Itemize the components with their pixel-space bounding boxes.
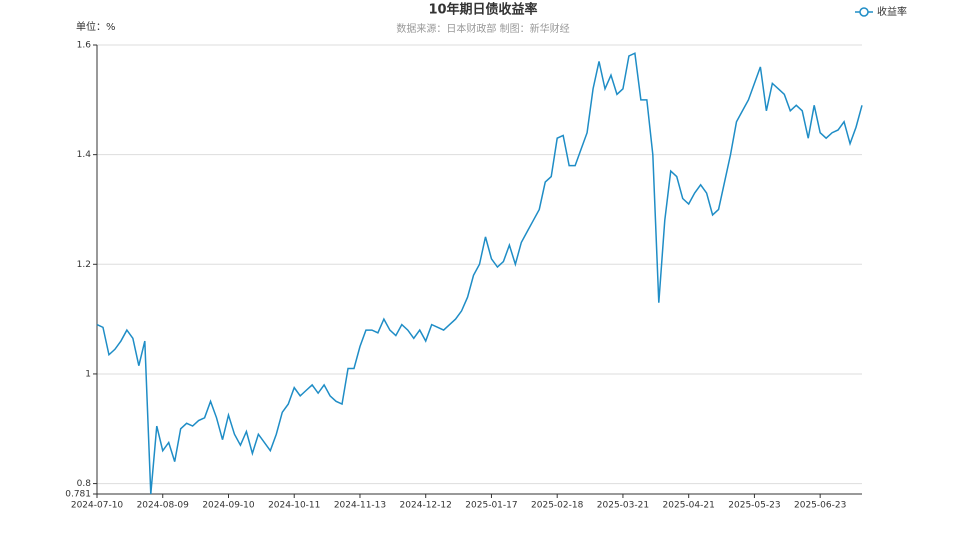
x-tick-label: 2025-04-21 (663, 501, 715, 511)
legend-marker (859, 7, 869, 17)
y-axis-label: 单位：% (76, 20, 116, 33)
legend-label: 收益率 (877, 5, 907, 18)
x-tick-label: 2024-07-10 (71, 501, 124, 511)
y-tick-label: 0.781 (65, 490, 91, 500)
x-tick-label: 2024-11-13 (334, 501, 386, 511)
y-tick-label: 0.8 (77, 479, 92, 489)
y-tick-label: 1.2 (77, 260, 91, 270)
y-tick-label: 1 (85, 369, 91, 379)
y-tick-label: 1.6 (77, 41, 92, 51)
chart-title: 10年期日债收益率 (428, 2, 537, 18)
x-tick-label: 2025-06-23 (794, 501, 846, 511)
y-tick-label: 1.4 (77, 150, 92, 160)
x-tick-label: 2024-12-12 (400, 501, 452, 511)
x-tick-label: 2024-10-11 (268, 501, 320, 511)
x-tick-label: 2025-03-21 (597, 501, 649, 511)
chart-subtitle: 数据来源：日本财政部 制图：新华财经 (396, 22, 569, 35)
x-tick-label: 2024-09-10 (202, 501, 255, 511)
x-tick-label: 2024-08-09 (137, 501, 190, 511)
line-series (96, 52, 863, 495)
x-tick-label: 2025-05-23 (728, 501, 780, 511)
x-tick-label: 2025-01-17 (465, 501, 517, 511)
x-tick-label: 2025-02-18 (531, 501, 584, 511)
